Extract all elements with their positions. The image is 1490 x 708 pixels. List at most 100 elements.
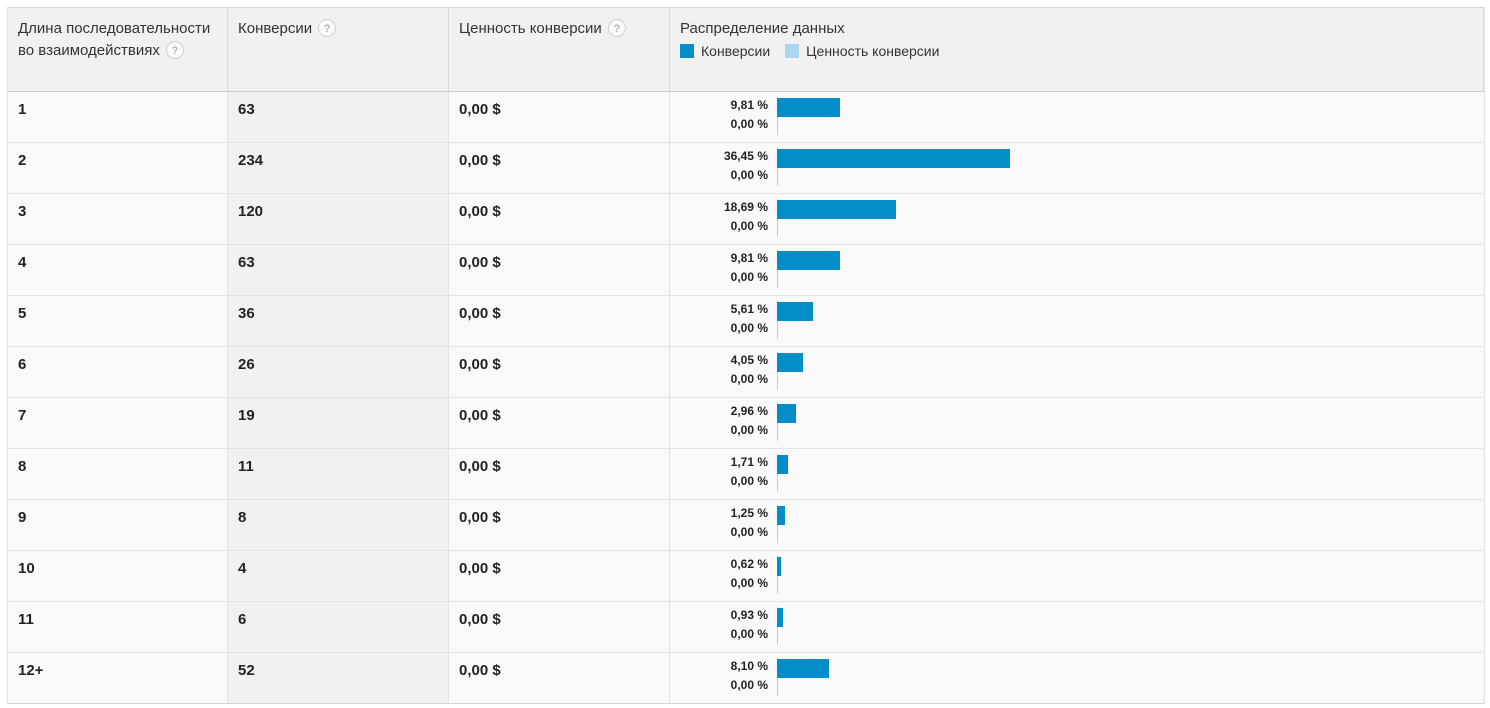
conversions-bar bbox=[777, 608, 783, 627]
legend-label-conversion-value: Ценность конверсии bbox=[806, 43, 940, 59]
row-distribution: 18,69 % 0,00 % bbox=[670, 194, 1484, 245]
row-path-length: 2 bbox=[8, 143, 228, 194]
legend-label-conversions: Конверсии bbox=[701, 43, 771, 59]
conversion-value-percent: 0,00 % bbox=[730, 270, 768, 284]
conversion-value-percent: 0,00 % bbox=[730, 525, 768, 539]
conversions-bar bbox=[777, 149, 1010, 168]
row-conversion-value: 0,00 $ bbox=[449, 194, 670, 245]
row-conversions: 63 bbox=[228, 245, 449, 296]
conversion-value-percent: 0,00 % bbox=[730, 627, 768, 641]
row-conversion-value: 0,00 $ bbox=[449, 398, 670, 449]
conversion-value-percent: 0,00 % bbox=[730, 576, 768, 590]
row-conversions: 36 bbox=[228, 296, 449, 347]
row-path-length: 11 bbox=[8, 602, 228, 653]
conversions-percent: 2,96 % bbox=[730, 404, 768, 418]
conversion-value-percent: 0,00 % bbox=[730, 168, 768, 182]
conversions-bar bbox=[777, 98, 840, 117]
help-icon[interactable]: ? bbox=[165, 41, 184, 59]
row-distribution: 9,81 % 0,00 % bbox=[670, 92, 1484, 143]
row-conversions: 63 bbox=[228, 92, 449, 143]
row-distribution: 8,10 % 0,00 % bbox=[670, 653, 1484, 703]
row-path-length: 12+ bbox=[8, 653, 228, 703]
header-conversions-label: Конверсии bbox=[238, 20, 313, 37]
path-length-report: Длина последовательности во взаимодейств… bbox=[7, 7, 1485, 704]
row-distribution: 4,05 % 0,00 % bbox=[670, 347, 1484, 398]
conversions-percent: 1,25 % bbox=[730, 506, 768, 520]
row-conversion-value: 0,00 $ bbox=[449, 245, 670, 296]
row-conversions: 19 bbox=[228, 398, 449, 449]
conversions-bar bbox=[777, 455, 788, 474]
row-distribution: 1,25 % 0,00 % bbox=[670, 500, 1484, 551]
row-distribution: 0,93 % 0,00 % bbox=[670, 602, 1484, 653]
row-distribution: 36,45 % 0,00 % bbox=[670, 143, 1484, 194]
conversions-percent: 0,93 % bbox=[730, 608, 768, 622]
row-conversions: 234 bbox=[228, 143, 449, 194]
header-path-length[interactable]: Длина последовательности во взаимодейств… bbox=[8, 8, 228, 92]
conversion-value-percent: 0,00 % bbox=[730, 678, 768, 692]
report-table: Длина последовательности во взаимодейств… bbox=[8, 8, 1484, 703]
row-conversions: 4 bbox=[228, 551, 449, 602]
help-icon[interactable]: ? bbox=[318, 19, 337, 37]
row-distribution: 5,61 % 0,00 % bbox=[670, 296, 1484, 347]
row-conversion-value: 0,00 $ bbox=[449, 347, 670, 398]
legend-item-conversions: Конверсии bbox=[680, 42, 770, 60]
row-path-length: 8 bbox=[8, 449, 228, 500]
row-conversion-value: 0,00 $ bbox=[449, 296, 670, 347]
row-distribution: 0,62 % 0,00 % bbox=[670, 551, 1484, 602]
row-path-length: 3 bbox=[8, 194, 228, 245]
row-conversions: 120 bbox=[228, 194, 449, 245]
row-conversion-value: 0,00 $ bbox=[449, 653, 670, 703]
conversions-percent: 0,62 % bbox=[730, 557, 768, 571]
conversion-value-percent: 0,00 % bbox=[730, 117, 768, 131]
conversions-bar bbox=[777, 302, 813, 321]
row-path-length: 7 bbox=[8, 398, 228, 449]
conversions-percent: 4,05 % bbox=[730, 353, 768, 367]
conversions-percent: 36,45 % bbox=[723, 149, 768, 163]
row-conversion-value: 0,00 $ bbox=[449, 602, 670, 653]
row-path-length: 5 bbox=[8, 296, 228, 347]
help-icon[interactable]: ? bbox=[607, 19, 626, 37]
conversion-value-percent: 0,00 % bbox=[730, 219, 768, 233]
legend-swatch-conversion-value bbox=[785, 44, 800, 58]
row-distribution: 9,81 % 0,00 % bbox=[670, 245, 1484, 296]
header-conversions[interactable]: Конверсии? bbox=[228, 8, 449, 92]
conversions-bar bbox=[777, 200, 896, 219]
conversions-percent: 8,10 % bbox=[730, 659, 768, 673]
row-conversion-value: 0,00 $ bbox=[449, 500, 670, 551]
row-path-length: 9 bbox=[8, 500, 228, 551]
conversions-bar bbox=[777, 506, 785, 525]
conversions-bar bbox=[777, 353, 803, 372]
legend-item-conversion-value: Ценность конверсии bbox=[785, 42, 939, 60]
row-conversion-value: 0,00 $ bbox=[449, 551, 670, 602]
header-data-distribution-label: Распределение данных bbox=[680, 20, 845, 37]
row-conversions: 52 bbox=[228, 653, 449, 703]
conversion-value-percent: 0,00 % bbox=[730, 474, 768, 488]
distribution-legend: Конверсии Ценность конверсии bbox=[680, 42, 1473, 60]
conversions-bar bbox=[777, 557, 781, 576]
row-conversion-value: 0,00 $ bbox=[449, 92, 670, 143]
row-path-length: 10 bbox=[8, 551, 228, 602]
conversion-value-percent: 0,00 % bbox=[730, 321, 768, 335]
header-conversion-value[interactable]: Ценность конверсии? bbox=[449, 8, 670, 92]
header-conversion-value-label: Ценность конверсии bbox=[459, 20, 602, 37]
row-path-length: 4 bbox=[8, 245, 228, 296]
header-path-length-label: Длина последовательности во взаимодейств… bbox=[18, 20, 211, 59]
row-conversions: 6 bbox=[228, 602, 449, 653]
conversions-bar bbox=[777, 659, 829, 678]
row-conversions: 26 bbox=[228, 347, 449, 398]
row-conversion-value: 0,00 $ bbox=[449, 449, 670, 500]
conversions-percent: 9,81 % bbox=[730, 98, 768, 112]
conversions-percent: 1,71 % bbox=[730, 455, 768, 469]
conversion-value-percent: 0,00 % bbox=[730, 423, 768, 437]
row-conversion-value: 0,00 $ bbox=[449, 143, 670, 194]
conversion-value-percent: 0,00 % bbox=[730, 372, 768, 386]
conversions-bar bbox=[777, 251, 840, 270]
header-data-distribution: Распределение данных Конверсии Ценность … bbox=[670, 8, 1484, 92]
conversions-percent: 9,81 % bbox=[730, 251, 768, 265]
row-conversions: 11 bbox=[228, 449, 449, 500]
row-conversions: 8 bbox=[228, 500, 449, 551]
conversions-bar bbox=[777, 404, 796, 423]
conversions-percent: 18,69 % bbox=[723, 200, 768, 214]
row-path-length: 6 bbox=[8, 347, 228, 398]
row-distribution: 1,71 % 0,00 % bbox=[670, 449, 1484, 500]
